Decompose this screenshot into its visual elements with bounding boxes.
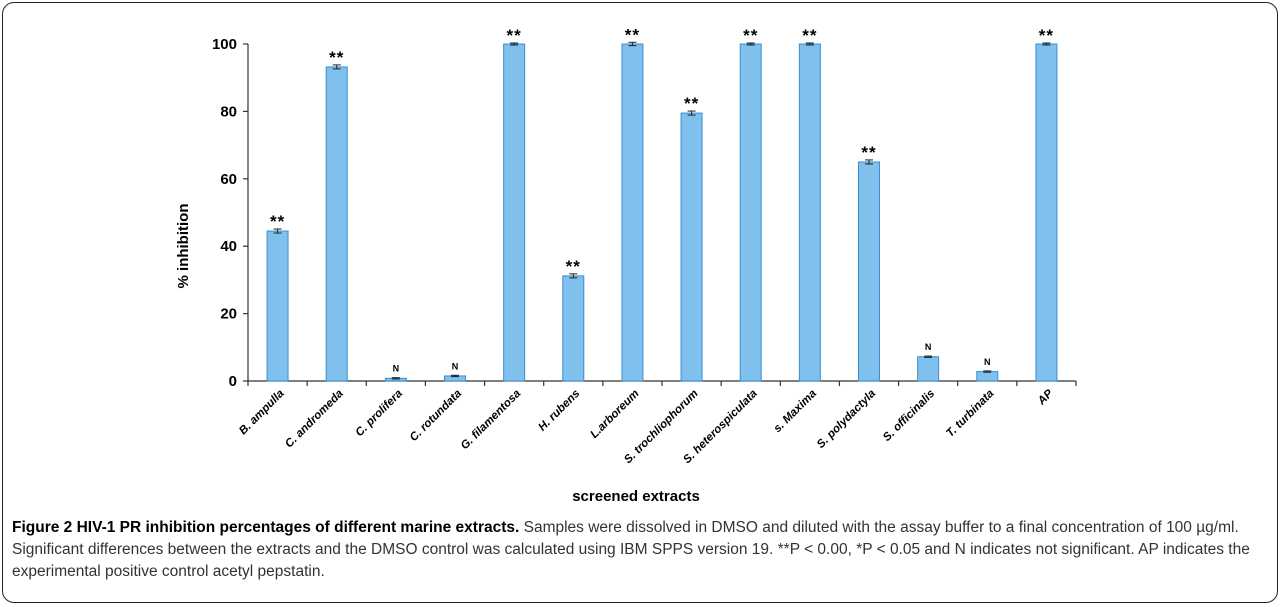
significance-label: N (925, 342, 932, 352)
significance-label: N (452, 361, 459, 371)
x-tick-label: L.arboreum (588, 388, 641, 441)
bar (917, 356, 940, 382)
bar (562, 275, 585, 382)
y-tick-label: 40 (220, 238, 237, 255)
x-tick-label: B. ampulla (237, 387, 287, 437)
significance-label: ** (861, 143, 876, 162)
significance-label: ** (507, 26, 522, 45)
significance-label: ** (566, 257, 581, 276)
bars: ** B. ampulla ** C. andromeda N C. prolifera N… (237, 25, 1058, 466)
x-tick-label: C. andromeda (283, 387, 346, 450)
x-tick-label: AP (1035, 387, 1056, 408)
y-tick-label: 20 (220, 306, 237, 323)
significance-label: ** (684, 94, 699, 113)
x-axis (247, 380, 1077, 386)
x-tick-label: G. filamentosa (459, 387, 524, 452)
y-tick-label: 80 (220, 103, 237, 120)
x-tick-label: S. polydactyla (815, 387, 879, 451)
x-tick-label: C. prolifera (354, 387, 406, 439)
significance-label: ** (625, 25, 640, 44)
significance-label: N (393, 364, 400, 374)
bar (325, 66, 348, 382)
significance-label: N (984, 357, 991, 367)
caption-body: Samples were dissolved in DMSO and dilut… (12, 519, 1250, 580)
figure-caption: Figure 2 HIV-1 PR inhibition percentages… (12, 517, 1274, 583)
y-axis: 0 20 40 60 80 100 (212, 36, 249, 390)
bar (266, 230, 289, 382)
y-tick-label: 100 (212, 36, 237, 53)
significance-label: ** (802, 26, 817, 45)
bar (680, 112, 703, 382)
bar (798, 43, 821, 382)
bar-chart: 0 20 40 60 80 100 ** B. ampulla ** C. andromeda N… (175, 25, 1077, 505)
x-tick-label: S. officinalis (881, 388, 937, 444)
bar (1035, 43, 1058, 382)
y-tick-label: 0 (229, 373, 237, 390)
significance-label: ** (270, 212, 285, 231)
bar (739, 43, 762, 382)
x-tick-label: T. turbinata (944, 387, 997, 440)
y-axis-label: % inhibition (175, 204, 192, 289)
significance-label: ** (743, 26, 758, 45)
x-axis-label: screened extracts (572, 488, 700, 505)
x-tick-label: s. Maxima (772, 387, 820, 435)
bar (858, 161, 880, 382)
significance-label: ** (329, 48, 344, 67)
bar (976, 371, 999, 382)
significance-label: ** (1039, 26, 1054, 45)
caption-title: Figure 2 HIV-1 PR inhibition percentages… (12, 519, 520, 536)
x-tick-label: H. rubens (536, 388, 582, 434)
y-tick-label: 60 (220, 171, 237, 188)
bar (503, 43, 526, 382)
x-tick-label: C. rotundata (408, 387, 465, 444)
bar (621, 43, 644, 382)
